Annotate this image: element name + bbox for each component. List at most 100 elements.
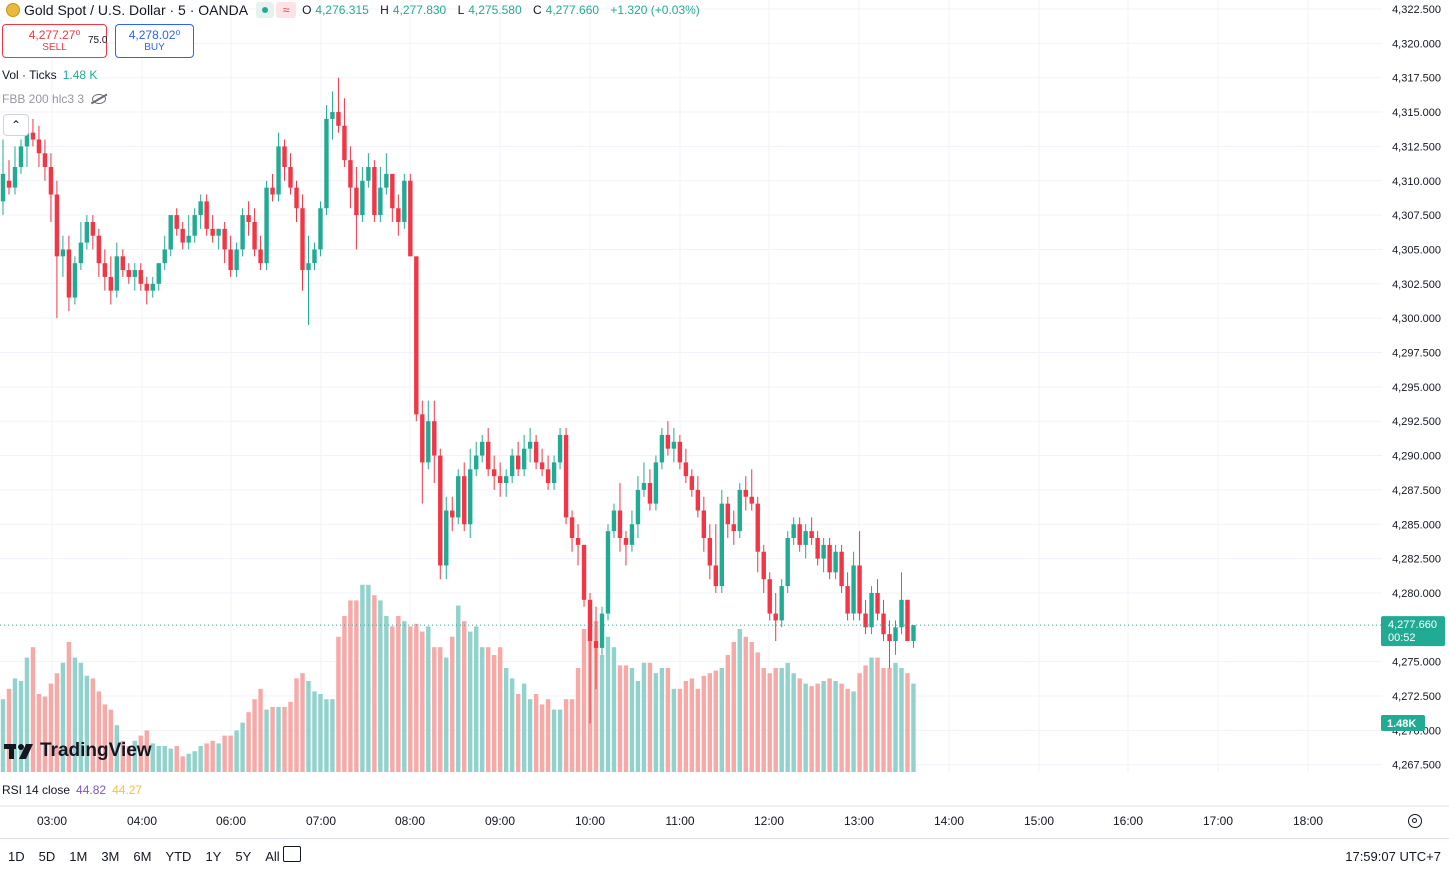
candle-body[interactable] — [138, 270, 143, 284]
candle-body[interactable] — [629, 524, 635, 545]
candle-body[interactable] — [683, 462, 689, 477]
candle-body[interactable] — [725, 503, 730, 525]
candle-body[interactable] — [246, 215, 251, 222]
rsi-legend[interactable]: RSI 14 close 44.82 44.27 — [2, 783, 142, 797]
candle-body[interactable] — [911, 625, 916, 642]
candle-body[interactable] — [84, 221, 90, 243]
candle-body[interactable] — [318, 208, 323, 250]
candle-body[interactable] — [456, 476, 461, 518]
buy-button[interactable]: 4,278.02⁰ BUY — [115, 24, 194, 58]
candle-body[interactable] — [881, 613, 886, 635]
clock[interactable]: 17:59:07 UTC+7 — [1345, 849, 1441, 864]
candle-body[interactable] — [432, 421, 437, 456]
candle-body[interactable] — [509, 455, 515, 477]
candle-body[interactable] — [491, 469, 497, 477]
candle-body[interactable] — [294, 187, 299, 209]
candle-body[interactable] — [420, 414, 425, 463]
candle-body[interactable] — [264, 187, 269, 264]
candle-body[interactable] — [587, 599, 593, 642]
candle-body[interactable] — [168, 215, 173, 250]
candle-body[interactable] — [324, 118, 329, 209]
candle-body[interactable] — [114, 256, 120, 291]
candle-body[interactable] — [857, 565, 862, 614]
candle-body[interactable] — [216, 228, 221, 236]
candle-body[interactable] — [192, 215, 197, 236]
candle-body[interactable] — [785, 537, 790, 587]
market-open-icon[interactable] — [256, 2, 275, 18]
candle-body[interactable] — [342, 125, 347, 161]
candle-body[interactable] — [779, 586, 784, 621]
candle-body[interactable] — [126, 270, 131, 277]
candle-body[interactable] — [300, 208, 305, 271]
candle-body[interactable] — [480, 441, 485, 456]
candle-body[interactable] — [54, 194, 60, 257]
candle-body[interactable] — [24, 132, 30, 147]
candle-body[interactable] — [695, 489, 701, 511]
candle-body[interactable] — [827, 544, 832, 573]
candle-body[interactable] — [671, 441, 677, 449]
candle-body[interactable] — [527, 441, 533, 449]
range-ytd[interactable]: YTD — [165, 849, 192, 864]
candle-body[interactable] — [102, 263, 108, 277]
candle-body[interactable] — [809, 531, 814, 538]
candle-body[interactable] — [276, 146, 281, 195]
candle-body[interactable] — [569, 517, 575, 538]
candle-body[interactable] — [647, 483, 653, 504]
range-3m[interactable]: 3M — [101, 849, 120, 864]
candle-body[interactable] — [144, 283, 149, 291]
candle-body[interactable] — [893, 627, 898, 642]
candle-body[interactable] — [204, 201, 209, 229]
calendar-icon[interactable] — [283, 846, 301, 862]
volume-legend[interactable]: Vol · Ticks 1.48 K — [2, 68, 97, 82]
candle-body[interactable] — [228, 249, 233, 271]
candle-body[interactable] — [60, 249, 66, 257]
candle-body[interactable] — [563, 434, 569, 518]
candle-body[interactable] — [515, 455, 521, 470]
candle-body[interactable] — [863, 613, 868, 628]
candle-body[interactable] — [378, 187, 383, 216]
candle-body[interactable] — [336, 112, 341, 126]
range-6m[interactable]: 6M — [133, 849, 152, 864]
candle-body[interactable] — [288, 167, 293, 188]
candle-body[interactable] — [174, 215, 179, 229]
candle-body[interactable] — [701, 510, 707, 538]
candle-body[interactable] — [468, 469, 473, 525]
candle-body[interactable] — [851, 565, 856, 614]
candle-body[interactable] — [665, 434, 671, 449]
candle-body[interactable] — [767, 579, 772, 614]
candle-body[interactable] — [366, 167, 371, 181]
candle-body[interactable] — [408, 180, 413, 257]
candle-body[interactable] — [635, 489, 641, 525]
candle-body[interactable] — [485, 441, 491, 470]
candle-body[interactable] — [66, 249, 72, 298]
candle-body[interactable] — [713, 565, 719, 587]
candle-body[interactable] — [426, 421, 431, 463]
candle-body[interactable] — [677, 441, 683, 463]
candle-body[interactable] — [533, 441, 539, 463]
candle-body[interactable] — [641, 483, 647, 490]
candle-body[interactable] — [72, 263, 78, 298]
range-5d[interactable]: 5D — [38, 849, 56, 864]
candle-body[interactable] — [593, 641, 599, 648]
candle-body[interactable] — [90, 221, 96, 236]
candle-body[interactable] — [761, 551, 766, 580]
candle-body[interactable] — [521, 448, 527, 470]
candle-body[interactable] — [48, 167, 54, 195]
hidden-eye-icon[interactable] — [92, 94, 107, 104]
candle-body[interactable] — [731, 524, 736, 532]
range-1y[interactable]: 1Y — [205, 849, 222, 864]
tradingview-logo[interactable]: TradingView — [4, 740, 152, 762]
candle-body[interactable] — [96, 235, 102, 264]
candle-body[interactable] — [198, 201, 203, 216]
candle-body[interactable] — [474, 455, 479, 470]
range-1m[interactable]: 1M — [69, 849, 88, 864]
candle-body[interactable] — [581, 544, 587, 600]
candle-body[interactable] — [444, 510, 449, 566]
candle-body[interactable] — [833, 551, 838, 573]
candle-body[interactable] — [30, 132, 36, 140]
candle-body[interactable] — [611, 510, 617, 532]
sell-button[interactable]: 4,277.27⁰ SELL — [2, 24, 107, 58]
candle-body[interactable] — [737, 489, 742, 532]
candle-body[interactable] — [414, 256, 419, 415]
candle-body[interactable] — [791, 524, 796, 538]
